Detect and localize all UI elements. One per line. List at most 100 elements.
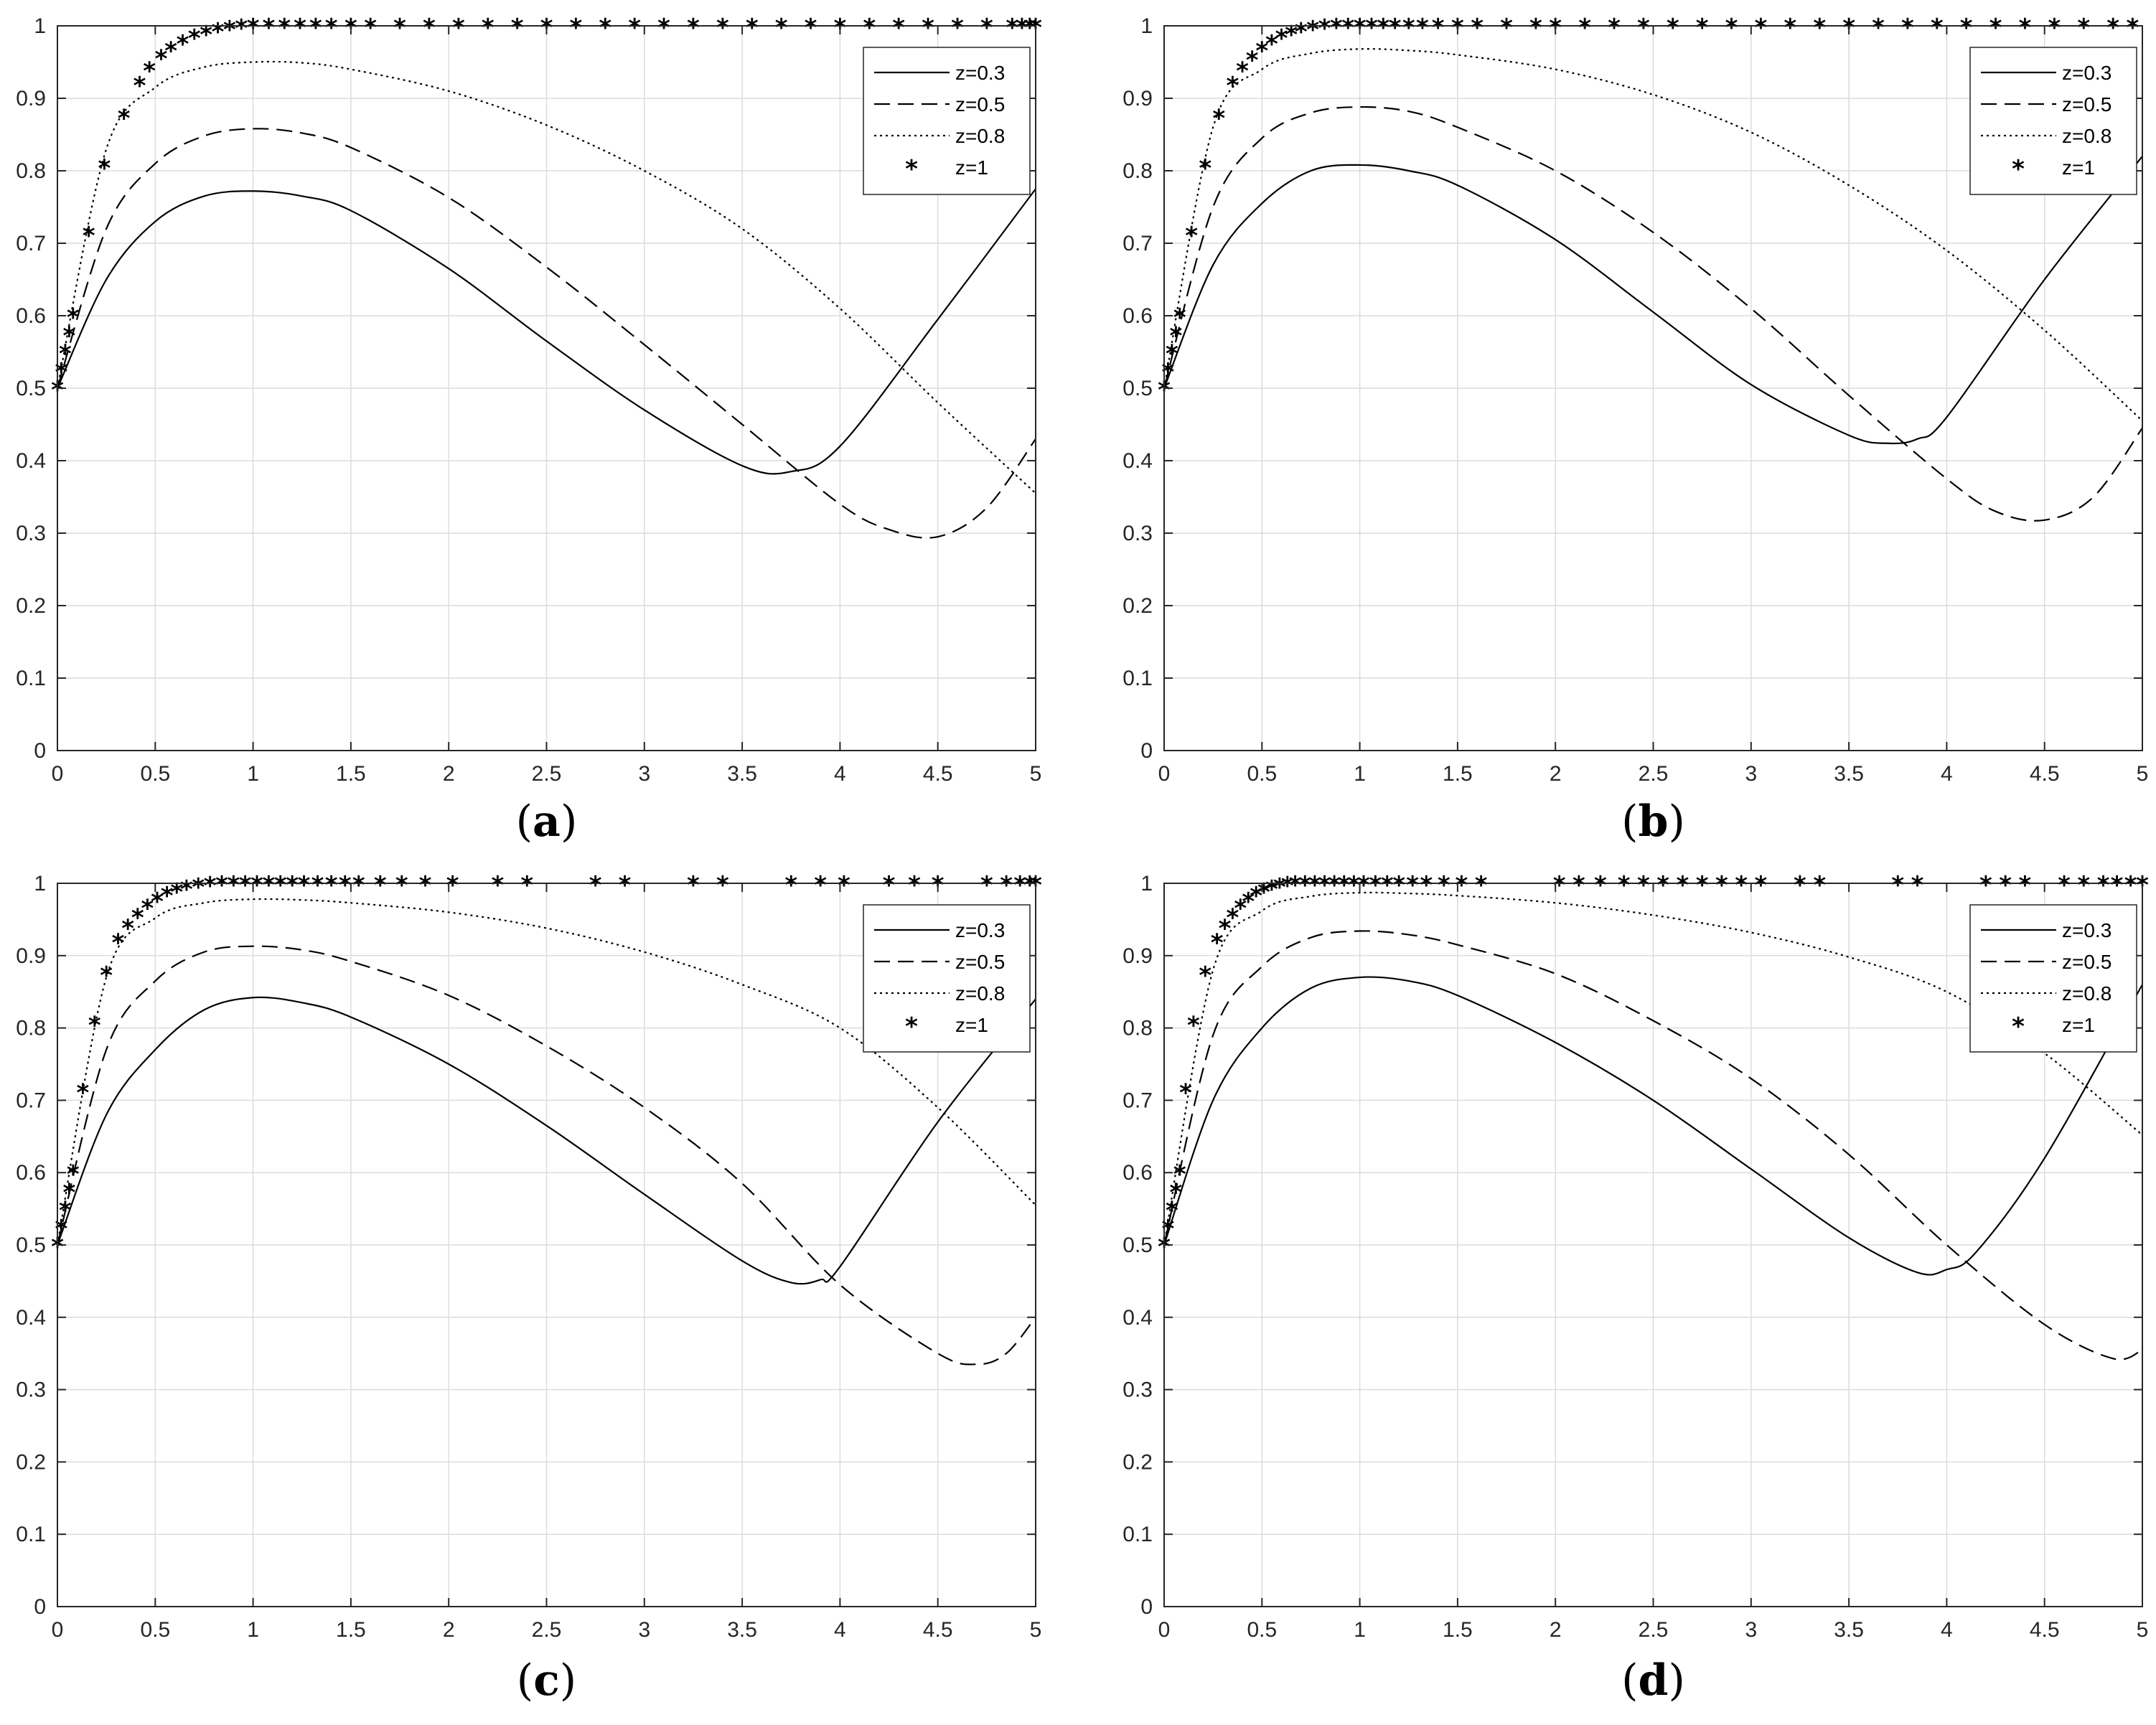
- star-point: *: [1416, 14, 1429, 42]
- star-point: *: [1794, 871, 1806, 900]
- y-tick-label: 0.2: [1122, 1450, 1153, 1474]
- star-point: *: [2126, 14, 2139, 42]
- y-tick-label: 0.8: [1122, 1017, 1153, 1040]
- star-point: *: [395, 871, 408, 900]
- series-z=1: ****************************************…: [51, 871, 1042, 1261]
- star-point: *: [155, 44, 168, 73]
- x-tick-label: 2.5: [1639, 1618, 1669, 1642]
- star-point: *: [62, 1178, 75, 1207]
- y-tick-label: 0.2: [16, 1450, 46, 1474]
- panel-label-letter: d: [1639, 1655, 1669, 1706]
- x-tick-label: 0.5: [1247, 1618, 1277, 1642]
- star-point: *: [746, 14, 759, 42]
- star-point: *: [177, 30, 189, 59]
- star-point: *: [121, 914, 134, 943]
- y-tick-label: 0.7: [1122, 232, 1153, 255]
- star-point: *: [263, 871, 276, 900]
- panel-label-close: ): [1668, 1655, 1684, 1706]
- x-tick-label: 1.5: [1443, 762, 1473, 786]
- star-point: *: [133, 72, 146, 100]
- legend: z=0.3 z=0.5 z=0.8 * z=1: [1969, 47, 2137, 195]
- star-point: *: [59, 1197, 72, 1226]
- y-tick-label: 0: [34, 739, 46, 763]
- star-point: *: [1553, 871, 1566, 900]
- star-point: *: [161, 882, 174, 911]
- panel-label-open: (: [1621, 796, 1638, 847]
- star-point: *: [1377, 14, 1389, 42]
- star-point: *: [1234, 894, 1247, 923]
- star-point: *: [1212, 104, 1225, 133]
- star-point: *: [1318, 14, 1331, 43]
- star-point: *: [223, 16, 236, 44]
- chart-panel-c: ************************** * * * * * * * * * * * * * *…: [16, 871, 1042, 1706]
- star-point: *: [1455, 871, 1468, 900]
- y-tick-label: 0.6: [1122, 1161, 1153, 1185]
- series-z=1: ****************************************…: [1158, 14, 2139, 405]
- y-tick-label: 0.4: [16, 449, 46, 473]
- star-point: *: [192, 873, 205, 902]
- y-tick-label: 0.3: [1122, 522, 1153, 545]
- x-tick-label: 4: [834, 1618, 846, 1642]
- star-point: *: [491, 871, 504, 900]
- x-tick-label: 2: [443, 1618, 455, 1642]
- x-tick-label: 3.5: [1834, 762, 1864, 786]
- x-tick-label: 0.5: [140, 1618, 170, 1642]
- star-point: *: [1999, 871, 2012, 900]
- x-tick-label: 3.5: [727, 762, 757, 786]
- x-tick-label: 3: [638, 1618, 650, 1642]
- panel-label-open: (: [516, 796, 533, 847]
- x-tick-label: 4.5: [2030, 762, 2060, 786]
- x-tick-label: 4: [834, 762, 846, 786]
- star-point: *: [1960, 14, 1973, 42]
- star-point: *: [1273, 873, 1286, 902]
- legend: z=0.3 z=0.5 z=0.8 * z=1: [1969, 904, 2137, 1053]
- star-point: *: [55, 358, 68, 387]
- star-point: *: [1255, 37, 1268, 65]
- x-tick-label: 1.5: [336, 1618, 366, 1642]
- series-z=1: ****************************************…: [51, 14, 1042, 405]
- star-point: *: [1931, 14, 1944, 42]
- legend-label: z=1: [955, 1014, 988, 1036]
- star-point: *: [227, 871, 240, 900]
- star-point: *: [1529, 14, 1542, 42]
- star-point: *: [1236, 57, 1249, 86]
- y-tick-label: 0.1: [1122, 1523, 1153, 1546]
- x-tick-label: 0: [1158, 762, 1171, 786]
- star-point: *: [892, 14, 905, 42]
- star-point: *: [1000, 871, 1013, 900]
- y-tick-label: 0.9: [16, 87, 46, 111]
- y-tick-label: 0.6: [16, 1161, 46, 1185]
- star-point: *: [1365, 14, 1378, 42]
- series-line-z=0.3: [56, 996, 1036, 1285]
- y-tick-label: 1: [1140, 872, 1153, 896]
- star-point: *: [589, 871, 602, 900]
- star-point: *: [1725, 14, 1738, 42]
- panel-label-open: (: [517, 1655, 533, 1706]
- y-tick-label: 0.2: [16, 594, 46, 618]
- legend-label: z=0.8: [955, 982, 1005, 1005]
- star-point: *: [151, 888, 164, 916]
- legend-star-icon: *: [2012, 1012, 2025, 1041]
- x-tick-label: 2.5: [532, 1618, 562, 1642]
- star-point: *: [170, 878, 183, 907]
- star-point: *: [784, 871, 797, 900]
- star-point: *: [1227, 903, 1239, 932]
- star-point: *: [2019, 871, 2032, 900]
- legend-star-icon: *: [2012, 155, 2025, 184]
- star-point: *: [1676, 871, 1689, 900]
- star-point: *: [1281, 872, 1294, 901]
- star-point: *: [83, 222, 95, 250]
- legend-label: z=0.3: [2062, 62, 2112, 84]
- star-point: *: [520, 871, 533, 900]
- star-point: *: [1338, 871, 1351, 900]
- star-point: *: [2048, 14, 2061, 42]
- star-point: *: [716, 14, 729, 42]
- star-point: *: [1637, 871, 1650, 900]
- star-point: *: [62, 321, 75, 350]
- chart-panel-d: ***************************** * * * * * * * * * * *…: [1122, 871, 2149, 1706]
- y-tick-label: 0.6: [1122, 304, 1153, 328]
- legend-label: z=0.5: [2062, 93, 2112, 116]
- star-point: *: [204, 872, 217, 901]
- y-tick-label: 0.7: [16, 232, 46, 255]
- legend-label: z=1: [955, 156, 988, 179]
